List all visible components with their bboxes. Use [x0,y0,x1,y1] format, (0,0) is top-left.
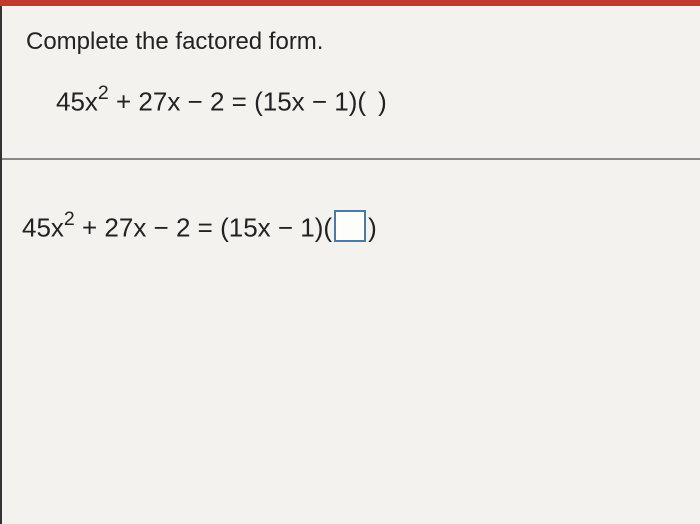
blank-open-paren: ( [357,87,366,117]
ans-blank-open-paren: ( [323,212,332,242]
answer-equation: 45x2 + 27x − 2 = (15x − 1)() [22,210,680,246]
equals-sign: = [224,87,254,117]
factor1: (15x − 1) [254,87,357,117]
content-panel: Complete the factored form. 45x2 + 27x −… [0,6,700,524]
instruction-text: Complete the factored form. [26,28,676,56]
problem-section: Complete the factored form. 45x2 + 27x −… [2,6,700,160]
ans-lhs-term1-exponent: 2 [64,208,75,230]
ans-factor1: (15x − 1) [220,212,323,242]
ans-lhs-rest: + 27x − 2 [75,212,191,242]
answer-section: 45x2 + 27x − 2 = (15x − 1)() [2,160,700,286]
lhs-rest: + 27x − 2 [109,87,225,117]
answer-input[interactable] [334,210,366,242]
lhs-term1-exponent: 2 [98,82,109,104]
lhs-term1-coef: 45x [56,87,98,117]
blank-close-paren: ) [378,87,387,117]
ans-lhs-term1-coef: 45x [22,212,64,242]
ans-blank-close-paren: ) [368,212,377,242]
ans-equals-sign: = [190,212,220,242]
problem-equation: 45x2 + 27x − 2 = (15x − 1)() [26,84,676,118]
